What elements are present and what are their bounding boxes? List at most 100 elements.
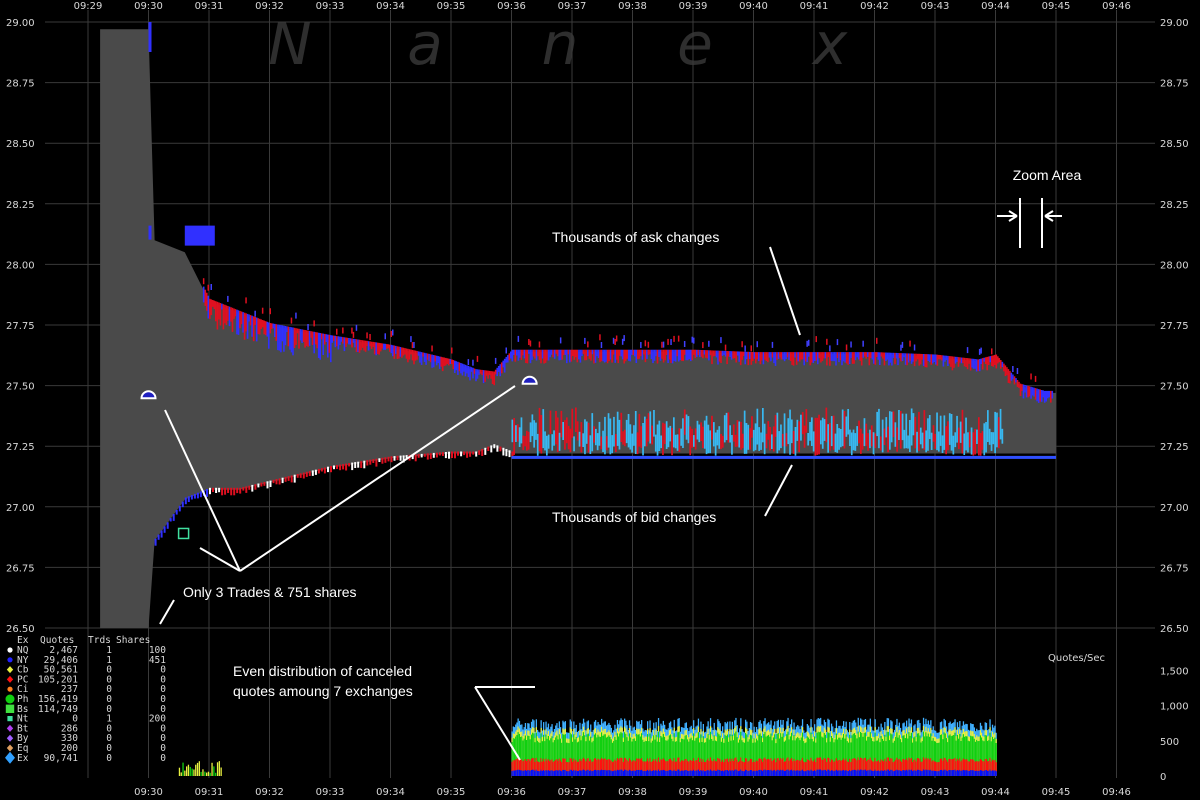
ask-change-mark [443, 357, 445, 366]
quote-rate-bar [619, 758, 621, 776]
ask-change-mark [863, 352, 866, 357]
time-tick-bottom: 09:40 [739, 787, 768, 798]
annotation-canceled-line1: Even distribution of canceled [233, 663, 412, 679]
quote-rate-bar [677, 757, 679, 776]
quote-rate-bar [613, 741, 615, 776]
quote-rate-bar [512, 738, 514, 776]
quote-rate-bar [960, 770, 962, 776]
quote-rate-bar [805, 761, 807, 776]
ask-change-mark [839, 352, 842, 361]
time-tick-top: 09:29 [74, 1, 103, 12]
quote-rate-bar [857, 731, 859, 776]
bid-change-mark [694, 428, 697, 450]
bid-change-mark [774, 415, 777, 437]
quote-rate-bar [965, 770, 967, 776]
quote-rate-bar [752, 771, 754, 776]
quote-rate-bar [958, 760, 960, 776]
bid-change-mark [780, 424, 782, 449]
quote-rate-bar [868, 759, 870, 776]
bid-step-mark [314, 469, 317, 475]
bid-change-mark [763, 423, 766, 455]
quote-rate-bar [844, 738, 846, 776]
ask-change-mark [345, 337, 347, 347]
legend-marker [6, 734, 14, 742]
ask-change-mark [319, 333, 321, 360]
bid-step-mark [438, 452, 441, 456]
bid-step-mark [454, 451, 456, 459]
bid-change-mark [722, 435, 724, 448]
quote-rate-bar [837, 760, 839, 776]
quote-rate-bar [803, 741, 805, 776]
quote-rate-bar [971, 736, 973, 776]
bid-change-mark [997, 417, 1000, 449]
ask-change-mark [252, 316, 255, 342]
quote-rate-bar [839, 770, 841, 776]
quote-rate-bar [569, 757, 571, 776]
quote-rate-bar [699, 761, 701, 776]
bid-change-mark [807, 433, 809, 446]
quote-rate-bar [799, 740, 801, 776]
ask-change-mark [425, 353, 427, 365]
time-tick-bottom: 09:39 [679, 787, 708, 798]
quote-rate-bar [712, 740, 714, 776]
bid-step-mark [496, 445, 499, 452]
ask-change-mark [280, 325, 282, 353]
bid-change-mark [720, 433, 722, 450]
bid-change-mark [709, 430, 711, 454]
bid-step-mark [369, 459, 372, 465]
quote-rate-bar [705, 761, 707, 776]
quote-rate-bar [777, 733, 779, 776]
quote-rate-bar [965, 736, 967, 776]
ask-change-spike [913, 344, 916, 351]
ask-change-mark [944, 355, 946, 362]
ask-change-spike [411, 342, 414, 349]
ask-change-mark [653, 349, 656, 361]
bid-change-mark [653, 410, 655, 437]
quote-rate-bar [690, 760, 692, 776]
quote-rate-bar [682, 738, 684, 776]
bid-change-mark [923, 410, 926, 450]
quote-rate-bar [932, 760, 934, 776]
ask-change-mark [494, 369, 497, 375]
ask-change-mark [541, 349, 544, 359]
quote-rate-bar [927, 769, 929, 776]
ask-change-mark [889, 352, 892, 363]
quote-rate-bar [662, 758, 664, 776]
quote-rate-bar [753, 760, 755, 776]
price-tick-left: 28.00 [6, 260, 35, 271]
ask-change-mark [481, 369, 483, 376]
quote-rate-bar [659, 771, 661, 776]
ask-change-mark [974, 359, 976, 369]
quote-rate-bar [891, 734, 893, 776]
ask-change-mark [806, 352, 808, 363]
quote-rate-bar [576, 771, 579, 776]
quote-rate-bar [707, 734, 709, 776]
quote-rate-bar [846, 770, 848, 776]
bid-step-mark [181, 501, 184, 508]
bid-step-mark [175, 509, 178, 515]
quote-rate-bar [801, 757, 804, 776]
ask-change-mark [1050, 390, 1052, 403]
ask-change-mark [873, 352, 875, 364]
bid-change-mark [823, 419, 826, 441]
quote-rate-bar [743, 762, 746, 776]
bid-change-mark [996, 412, 998, 448]
quote-rate-bar [653, 770, 655, 776]
quote-rate-bar [973, 760, 975, 776]
bid-change-mark [625, 419, 628, 444]
quote-rate-bar [824, 758, 827, 776]
ask-change-mark [454, 360, 456, 373]
quote-rate-bar [595, 758, 597, 776]
bid-change-mark [647, 413, 650, 442]
ask-change-mark [382, 343, 385, 350]
ask-change-mark [591, 349, 594, 355]
quote-rate-bar [949, 758, 951, 776]
bid-change-mark [738, 421, 741, 448]
bid-change-mark [930, 432, 933, 450]
bid-change-mark [732, 424, 735, 442]
legend-marker [6, 744, 14, 752]
quote-rate-bar [901, 742, 903, 776]
quote-rate-bar [797, 759, 799, 776]
ask-change-mark [876, 352, 878, 357]
bid-step-mark [481, 449, 484, 456]
